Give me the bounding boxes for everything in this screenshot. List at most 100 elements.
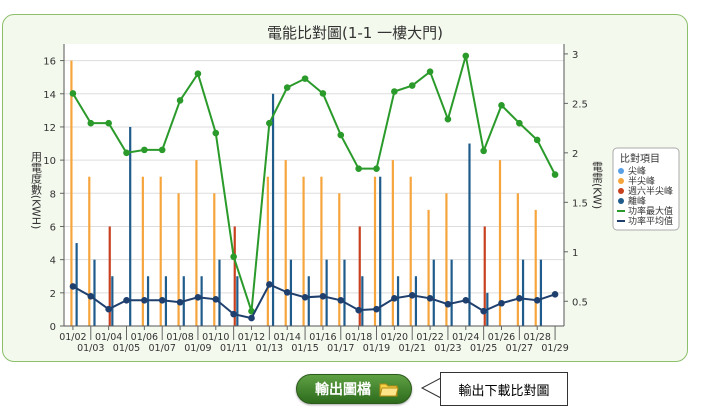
point-功率平均值 <box>212 295 220 303</box>
point-功率最大值 <box>230 253 237 261</box>
bar-週六半尖峰 <box>233 226 236 326</box>
point-功率平均值 <box>319 293 327 300</box>
point-功率平均值 <box>87 293 95 300</box>
y-right-tick-label: 1.5 <box>572 198 588 209</box>
point-功率平均值 <box>516 294 523 302</box>
point-功率最大值 <box>87 119 95 127</box>
y-left-axis-label: 用電度數(KWH) <box>30 151 43 230</box>
point-功率最大值 <box>123 149 130 157</box>
export-image-button[interactable]: 輸出圖檔 <box>296 374 412 404</box>
point-功率最大值 <box>69 90 77 97</box>
point-功率最大值 <box>551 171 559 178</box>
y-left-tick-label: 6 <box>50 222 56 233</box>
point-功率平均值 <box>248 314 255 322</box>
callout-box: 輸出下載比對圖 <box>440 372 568 406</box>
point-功率最大值 <box>319 90 327 97</box>
x-tick-label: 01/16 <box>309 332 336 343</box>
point-功率最大值 <box>355 165 362 172</box>
point-功率平均值 <box>462 296 470 304</box>
x-tick-label: 01/20 <box>381 332 408 343</box>
point-功率最大值 <box>105 119 112 127</box>
x-tick-label: 01/17 <box>327 343 354 354</box>
bar-離峰 <box>361 276 364 326</box>
point-功率平均值 <box>158 296 166 304</box>
point-功率最大值 <box>283 84 291 91</box>
bar-半尖峰 <box>373 176 377 326</box>
bar-離峰 <box>450 259 453 326</box>
point-功率最大值 <box>498 102 505 109</box>
point-功率最大值 <box>141 146 148 154</box>
point-功率平均值 <box>283 289 291 296</box>
bar-半尖峰 <box>391 160 394 326</box>
bar-離峰 <box>307 276 310 326</box>
bar-離峰 <box>396 276 400 326</box>
bar-半尖峰 <box>445 193 448 326</box>
y-left-tick-label: 10 <box>43 156 56 167</box>
legend-swatch <box>618 188 624 194</box>
folder-icon <box>379 383 399 397</box>
x-tick-label: 01/09 <box>184 343 211 354</box>
y-right-tick-label: 1 <box>572 248 578 259</box>
point-功率最大值 <box>480 147 487 155</box>
y-left-tick-label: 16 <box>43 57 56 68</box>
callout-arrow <box>420 377 442 399</box>
bar-離峰 <box>521 259 525 326</box>
point-功率平均值 <box>391 294 398 302</box>
x-tick-label: 01/08 <box>166 332 193 343</box>
point-功率平均值 <box>301 294 309 301</box>
x-tick-label: 01/15 <box>291 343 318 354</box>
bar-離峰 <box>200 276 203 326</box>
x-tick-label: 01/21 <box>399 343 426 354</box>
point-功率平均值 <box>498 299 505 307</box>
point-功率最大值 <box>158 146 166 154</box>
y-right-axis-label: 電需(KW) <box>591 161 604 210</box>
bar-離峰 <box>414 276 418 326</box>
point-功率最大值 <box>391 88 398 95</box>
bar-半尖峰 <box>427 209 430 326</box>
point-功率最大值 <box>426 68 434 76</box>
point-功率平均值 <box>480 307 487 315</box>
legend-box <box>612 147 680 231</box>
point-功率平均值 <box>533 296 541 304</box>
x-tick-label: 01/04 <box>95 332 122 343</box>
point-功率平均值 <box>551 291 559 298</box>
point-功率平均值 <box>69 283 77 290</box>
x-tick-label: 01/22 <box>416 332 443 343</box>
legend-item: 尖峰 <box>628 165 646 177</box>
y-left-tick-label: 14 <box>43 90 56 101</box>
x-tick-label: 01/13 <box>256 343 283 354</box>
x-tick-label: 01/05 <box>113 343 140 354</box>
bar-半尖峰 <box>213 193 216 326</box>
legend-item: 功率最大值 <box>628 205 673 217</box>
point-功率平均值 <box>105 305 112 313</box>
x-tick-label: 01/02 <box>59 332 86 343</box>
point-功率平均值 <box>230 310 237 318</box>
y-right-tick-label: 3 <box>572 50 578 61</box>
bar-半尖峰 <box>266 176 269 326</box>
point-功率平均值 <box>444 300 452 308</box>
point-功率最大值 <box>444 115 452 123</box>
point-功率平均值 <box>123 296 130 304</box>
bar-離峰 <box>129 126 132 326</box>
point-功率平均值 <box>337 296 345 304</box>
point-功率平均值 <box>141 296 148 304</box>
x-tick-label: 01/24 <box>452 332 479 343</box>
chart-title: 電能比對圖(1-1 一樓大門) <box>267 24 443 42</box>
legend-item: 週六半尖峰 <box>628 185 673 197</box>
bar-離峰 <box>111 276 114 326</box>
bar-離峰 <box>379 176 382 326</box>
bar-離峰 <box>539 259 543 326</box>
point-功率最大值 <box>266 119 273 127</box>
x-tick-label: 01/12 <box>238 332 265 343</box>
bar-半尖峰 <box>177 193 180 326</box>
bar-半尖峰 <box>409 176 412 326</box>
x-tick-label: 01/14 <box>274 332 301 343</box>
bar-半尖峰 <box>159 176 162 326</box>
y-left-tick-label: 8 <box>50 189 56 200</box>
y-left-tick-label: 12 <box>43 123 56 134</box>
x-tick-label: 01/19 <box>363 343 390 354</box>
point-功率平均值 <box>266 281 273 288</box>
point-功率平均值 <box>373 305 380 313</box>
legend-title: 比對項目 <box>620 152 660 165</box>
series-line-功率最大值 <box>72 55 556 312</box>
